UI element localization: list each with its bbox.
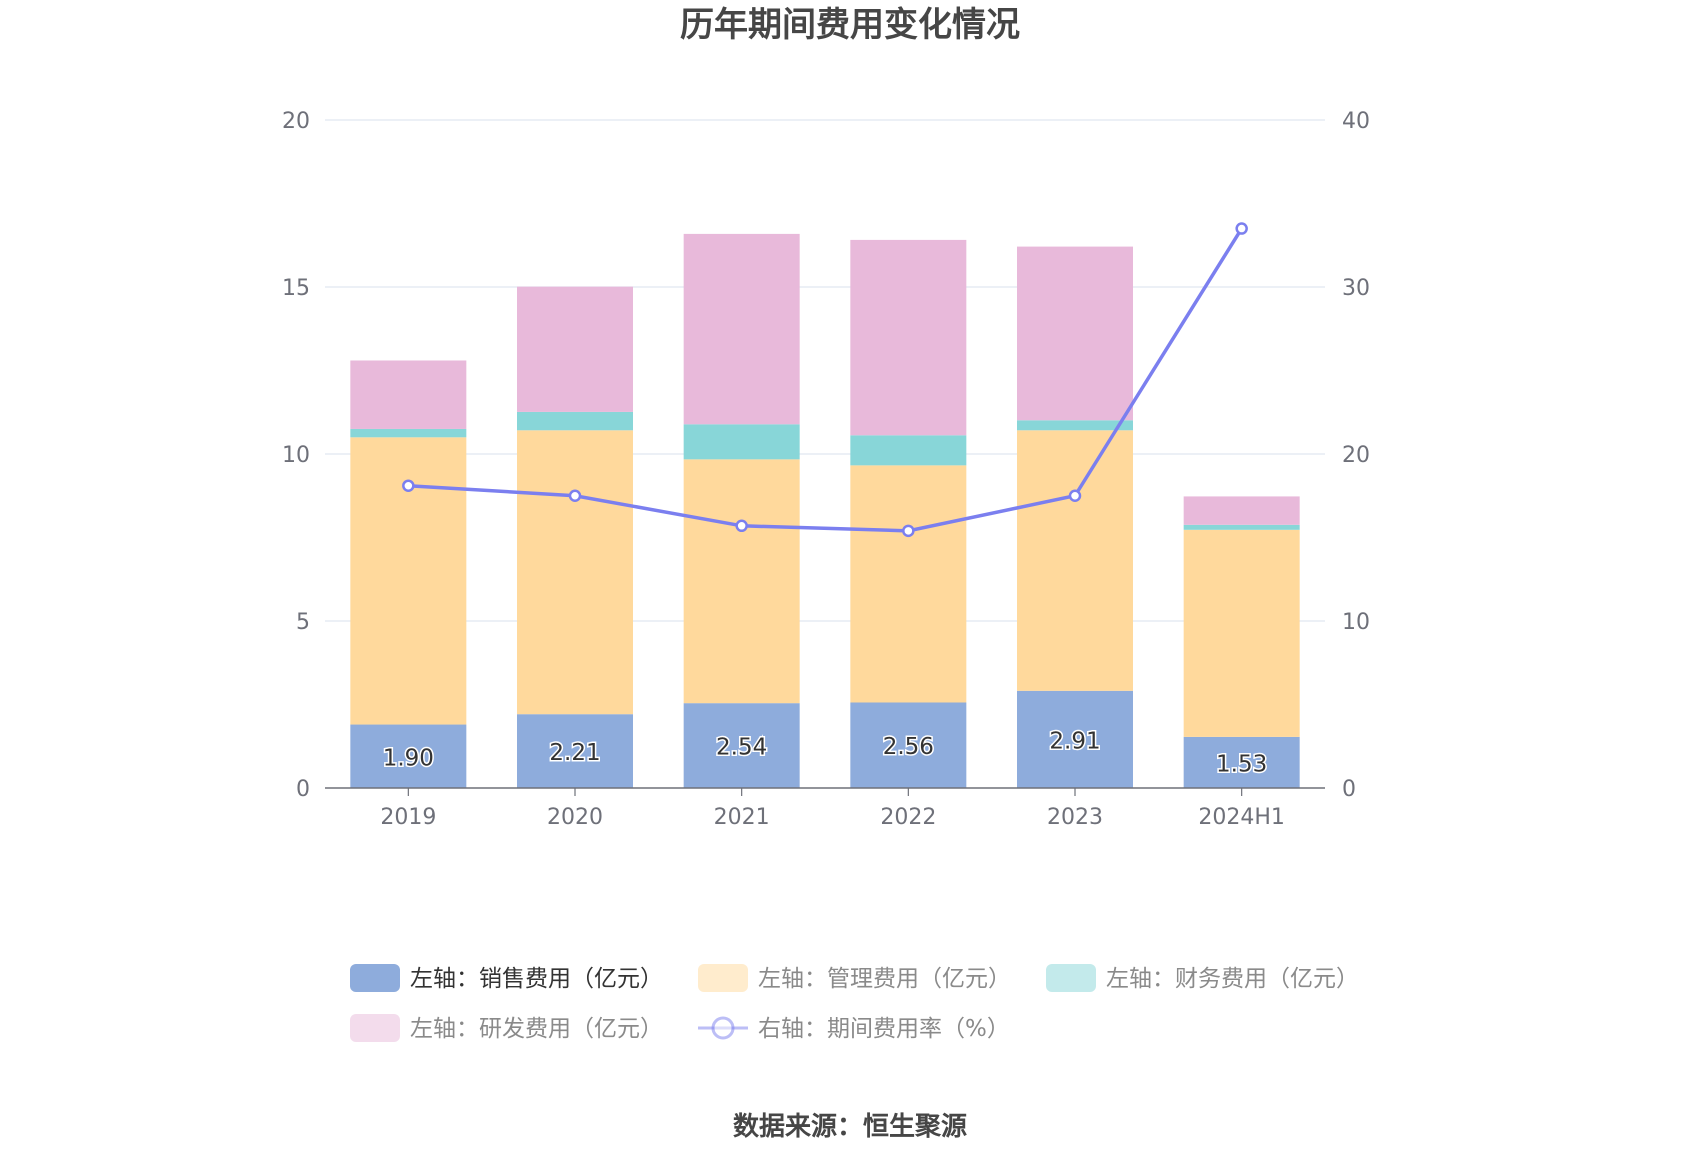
bar-segment xyxy=(350,360,467,429)
bar-segment xyxy=(850,239,967,436)
legend-label: 左轴：管理费用（亿元） xyxy=(758,966,1011,992)
data-label: 2.56 xyxy=(883,734,934,760)
bar-segment xyxy=(850,702,967,788)
data-source: 数据来源：恒生聚源 xyxy=(733,1112,967,1142)
bar-segment xyxy=(350,428,467,438)
data-label: 1.90 xyxy=(383,745,434,771)
rate-point xyxy=(568,489,582,502)
bar-segment xyxy=(850,435,967,466)
legend-swatch xyxy=(1046,964,1096,992)
x-axis-label: 2022 xyxy=(880,805,936,830)
data-labels: 1.90 2.21 2.54 2.56 2.91 1.53 xyxy=(381,727,1269,779)
bar-segment xyxy=(517,286,633,412)
data-label: 1.53 xyxy=(1216,751,1267,777)
bar-segment xyxy=(517,714,633,788)
data-label: 2.91 xyxy=(1049,728,1100,754)
bar-segment xyxy=(850,465,967,703)
left-axis-tick-label: 0 xyxy=(296,777,310,802)
rate-point xyxy=(402,479,415,492)
right-axis-tick-label: 10 xyxy=(1342,610,1370,635)
rate-line xyxy=(408,227,1244,533)
legend-marker xyxy=(711,1016,735,1040)
rate-point xyxy=(1068,489,1082,502)
legend-label: 左轴：销售费用（亿元） xyxy=(410,966,663,992)
bar-segment xyxy=(683,459,800,704)
rate-point xyxy=(902,524,915,538)
x-axis-label: 2020 xyxy=(547,805,603,830)
left-axis-tick-label: 10 xyxy=(282,443,310,468)
legend-label: 左轴：研发费用（亿元） xyxy=(410,1016,663,1042)
right-axis-tick-label: 0 xyxy=(1342,777,1356,802)
bar-segment xyxy=(1183,736,1300,788)
bar-segment xyxy=(1017,420,1133,431)
grid-lines xyxy=(325,119,1325,622)
left-axis-tick-label: 5 xyxy=(296,610,310,635)
right-axis-tick-label: 40 xyxy=(1342,109,1370,134)
legend-swatch xyxy=(350,964,400,992)
x-axis-label: 2019 xyxy=(380,805,436,830)
legend-label: 右轴：期间费用率（%） xyxy=(758,1016,1010,1042)
chart-title: 历年期间费用变化情况 xyxy=(680,5,1020,45)
bar-segment xyxy=(1017,430,1133,691)
bar-segment xyxy=(1017,246,1133,421)
rate-point xyxy=(1235,222,1248,235)
right-axis-ticks: 0 10 20 30 40 xyxy=(1342,109,1370,802)
x-axis-label: 2024H1 xyxy=(1198,805,1285,830)
bar-segment xyxy=(1183,524,1300,530)
bar-segment xyxy=(683,424,800,460)
bar-segment xyxy=(1183,496,1300,525)
data-label: 2.21 xyxy=(549,740,600,766)
x-axis-labels: 2019 2020 2021 2022 2023 2024H1 xyxy=(380,788,1285,830)
bar-segment xyxy=(1017,690,1133,788)
legend: 左轴：销售费用（亿元） 左轴：管理费用（亿元） 左轴：财务费用（亿元） 左轴：研发费用… xyxy=(350,964,1359,1042)
bar-segment xyxy=(1183,529,1300,737)
legend-label: 左轴：财务费用（亿元） xyxy=(1106,966,1359,992)
bar-segment xyxy=(350,724,467,788)
legend-swatch xyxy=(350,1014,400,1042)
legend-swatch xyxy=(698,964,748,992)
bar-segment xyxy=(517,430,633,715)
rate-point xyxy=(735,519,748,533)
bar-segment xyxy=(683,703,800,788)
left-axis-tick-label: 15 xyxy=(282,276,310,301)
bar-series xyxy=(350,233,1300,788)
bar-segment xyxy=(517,411,633,431)
data-label: 2.54 xyxy=(716,735,767,761)
right-axis-tick-label: 30 xyxy=(1342,276,1370,301)
bar-segment xyxy=(683,233,800,425)
rate-line-series xyxy=(402,222,1248,538)
x-axis-label: 2023 xyxy=(1047,805,1103,830)
x-axis-label: 2021 xyxy=(714,805,770,830)
right-axis-tick-label: 20 xyxy=(1342,443,1370,468)
left-axis-tick-label: 20 xyxy=(282,109,310,134)
left-axis-ticks: 0 5 10 15 20 xyxy=(282,109,310,802)
